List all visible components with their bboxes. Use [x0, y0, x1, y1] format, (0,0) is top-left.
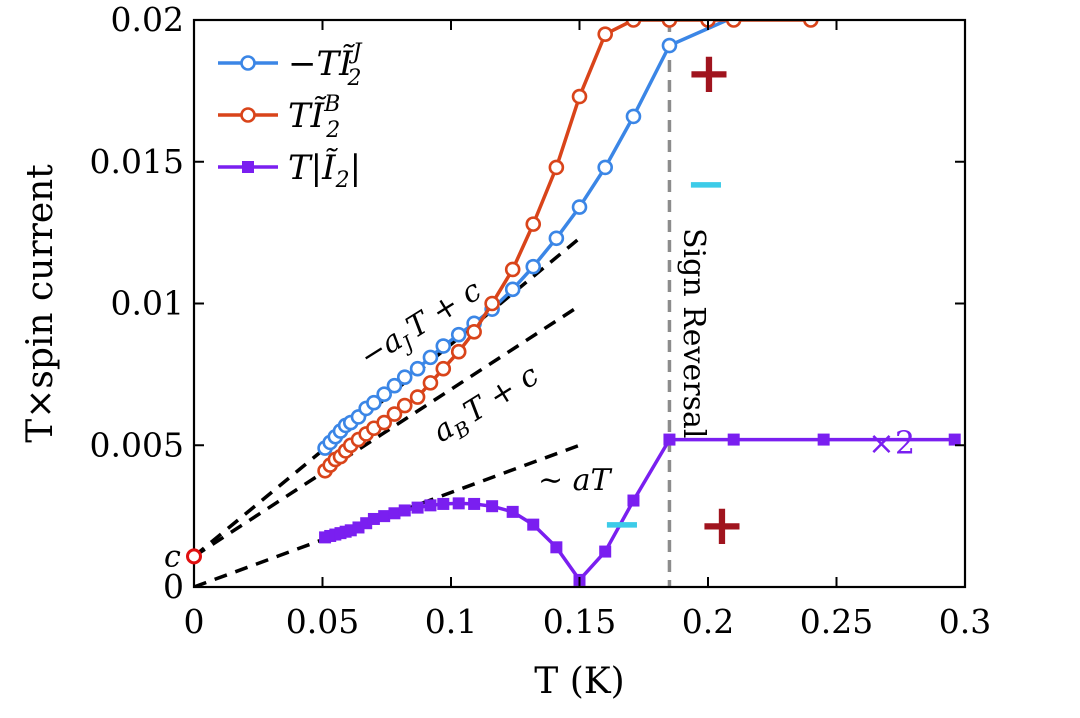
series-1-point-27 [803, 20, 819, 28]
y-tick-label-4: 0.02 [111, 0, 184, 39]
series-1-point-12 [409, 389, 426, 405]
series-2-point-26 [817, 433, 830, 446]
legend-marker-1 [240, 107, 256, 123]
series-0-point-9 [376, 386, 392, 403]
plus-sign-top: + [686, 40, 733, 106]
series-1-point-26 [725, 20, 742, 28]
series-1-point-17 [484, 295, 500, 312]
fit-line-1 [194, 307, 576, 558]
series-2-point-24 [663, 433, 676, 446]
legend-label-0: −TĨJ 2 [288, 40, 363, 91]
series-0-point-19 [525, 258, 542, 275]
series-1-point-22 [597, 26, 614, 42]
x-tick-label-0: 0 [184, 602, 205, 641]
series-1-point-23 [625, 20, 642, 28]
x-axis-title: T (K) [534, 661, 624, 702]
intercept-label: c [164, 539, 181, 574]
series-1-point-9 [376, 414, 392, 431]
series-2-point-9 [378, 510, 391, 523]
series-0-point-22 [597, 159, 614, 176]
series-1-point-18 [504, 261, 521, 278]
series-2-point-10 [388, 507, 401, 520]
series-2-point-15 [452, 497, 465, 510]
y-tick-label-2: 0.01 [111, 284, 184, 323]
legend-marker-0 [240, 55, 256, 71]
series-0-point-23 [625, 108, 642, 125]
series-1-point-15 [450, 343, 467, 360]
series-2-point-20 [550, 541, 563, 554]
series-2-point-16 [468, 497, 481, 510]
series-0-point-10 [386, 377, 403, 394]
series-0-point-13 [422, 349, 439, 366]
series-2-point-22 [599, 545, 612, 558]
series-1-point-20 [548, 159, 565, 176]
x-tick-label-4: 0.2 [682, 602, 734, 641]
series-1-point-11 [396, 397, 413, 414]
x-tick-label-6: 0.3 [939, 602, 991, 641]
sign-reversal-label: Sign Reversal [676, 228, 711, 438]
minus-sign-bottom: − [602, 496, 642, 552]
legend-marker-2 [242, 161, 254, 173]
series-2-point-23 [627, 494, 640, 507]
series-0-point-27 [856, 0, 869, 4]
series-1-point-24 [661, 20, 678, 28]
y-tick-label-1: 0.005 [90, 425, 184, 464]
series-2-point-13 [424, 499, 437, 512]
series-1-point-13 [422, 375, 439, 391]
series-1-point-19 [525, 216, 542, 232]
minus-sign-top: − [686, 156, 726, 212]
series-2-point-18 [506, 505, 519, 518]
series-0-point-8 [366, 394, 382, 411]
series-2-point-17 [486, 500, 499, 513]
scale-label: ×2 [868, 424, 915, 462]
series-2-point-12 [411, 501, 424, 514]
y-tick-label-0: 0 [163, 567, 184, 606]
y-tick-label-3: 0.015 [90, 142, 184, 181]
series-0-point-24 [661, 37, 678, 54]
series-0-point-18 [504, 281, 521, 298]
x-tick-label-2: 0.1 [425, 602, 477, 641]
series-0-point-20 [548, 230, 565, 247]
series-0-point-26 [817, 0, 830, 12]
fit-label-aT: ∼ aT [538, 463, 613, 498]
series-2-point-11 [398, 504, 411, 517]
series-1-point-16 [466, 324, 482, 340]
intercept-point [186, 548, 202, 565]
series-2-point-19 [527, 518, 540, 531]
series-2-point-25 [727, 433, 740, 446]
series-0-point-15 [450, 326, 467, 343]
legend-label-1: TĨB 2 [288, 92, 340, 143]
series-1-point-14 [435, 360, 452, 377]
series-2-point-27 [948, 433, 961, 446]
series-1-point-21 [571, 88, 588, 105]
x-tick-label-5: 0.25 [800, 602, 873, 641]
series-0-point-21 [571, 199, 588, 215]
series-2-point-14 [437, 497, 450, 510]
series-0-point-14 [435, 338, 452, 354]
legend-label-2: T|Ĩ2| [288, 148, 361, 193]
x-tick-label-3: 0.15 [543, 602, 616, 641]
x-tick-label-1: 0.05 [286, 602, 359, 641]
series-0-point-11 [396, 369, 413, 386]
y-axis-title: T×spin current [20, 164, 61, 443]
series-1-point-10 [386, 406, 403, 422]
series-2-point-8 [367, 512, 380, 525]
plus-sign-bottom: + [699, 492, 746, 558]
series-0-point-12 [409, 360, 426, 377]
